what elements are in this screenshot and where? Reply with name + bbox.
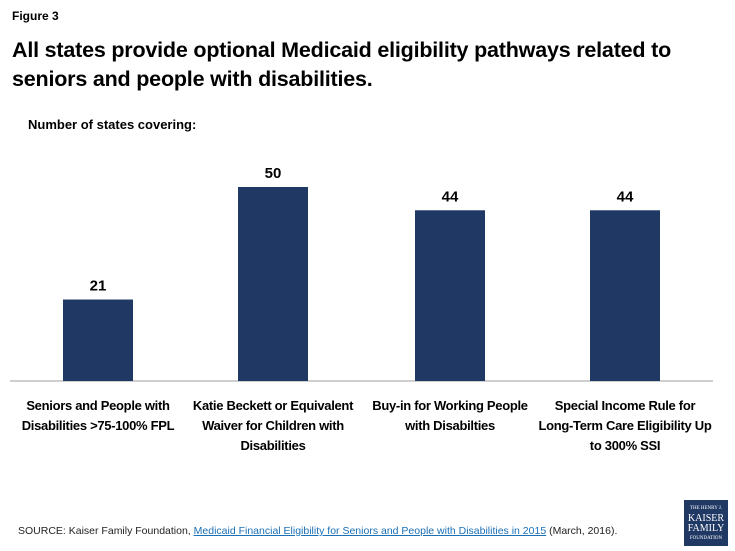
bar	[590, 210, 660, 381]
logo-line: THE HENRY J.	[689, 506, 723, 511]
logo-line: FAMILY	[687, 523, 725, 534]
data-label: 21	[90, 278, 107, 295]
data-label: 50	[265, 165, 282, 182]
data-label: 44	[617, 188, 634, 205]
x-tick-label: Seniors and People with Disabilities >75…	[21, 398, 175, 433]
chart: 21 50 44 44	[10, 165, 713, 382]
x-tick-label: Special Income Rule for Long-Term Care E…	[538, 398, 712, 453]
data-label: 44	[442, 188, 459, 205]
bar	[63, 299, 133, 381]
subtitle: Number of states covering:	[28, 117, 197, 132]
logo-line: KAISER	[687, 513, 725, 524]
bar	[415, 210, 485, 381]
logo-line: FOUNDATION	[689, 536, 723, 541]
bar	[238, 187, 308, 381]
x-tick-label: Katie Beckett or Equivalent Waiver for C…	[192, 398, 354, 453]
logo: THE HENRY J. KAISER FAMILY FOUNDATION	[684, 500, 728, 546]
source-prefix: SOURCE: Kaiser Family Foundation,	[18, 525, 191, 537]
source-suffix: (March, 2016).	[549, 525, 618, 537]
source-link[interactable]: Medicaid Financial Eligibility for Senio…	[193, 525, 547, 537]
figure-label: Figure 3	[12, 9, 59, 23]
source: SOURCE: Kaiser Family Foundation, Medica…	[18, 525, 617, 537]
chart-title: All states provide optional Medicaid eli…	[12, 38, 672, 91]
x-tick-label: Buy-in for Working People with Disabilti…	[372, 398, 528, 433]
